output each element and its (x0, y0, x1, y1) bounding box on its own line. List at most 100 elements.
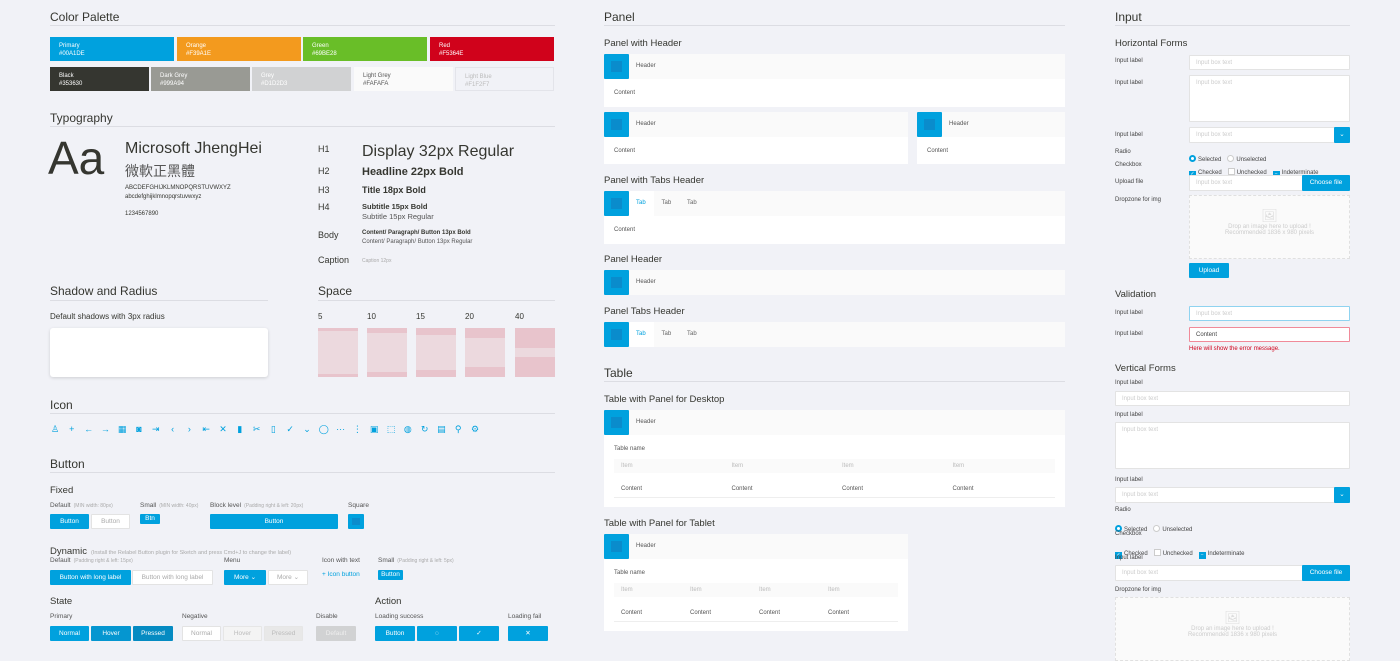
block-label: Block level (210, 502, 242, 509)
checkbox-unchecked[interactable]: Unchecked (1227, 161, 1273, 178)
panel-tab[interactable]: Tab (687, 200, 697, 206)
arrow-right-icon[interactable]: → (100, 424, 110, 434)
column-header[interactable]: Item (759, 587, 771, 593)
panel-header-icon (917, 112, 942, 137)
choose-file-button[interactable]: Choose file (1302, 565, 1350, 581)
loading-button[interactable]: Button (375, 626, 415, 641)
small-button[interactable]: Btn (140, 514, 160, 524)
loading-fail-button[interactable]: ✕ (508, 626, 548, 641)
choose-file-button[interactable]: Choose file (1302, 175, 1350, 191)
dyn-small-button[interactable]: Button (378, 570, 403, 580)
loading-success-label: Loading success (375, 613, 424, 620)
check-icon[interactable]: ✓ (286, 424, 294, 434)
column-header[interactable]: Item (690, 587, 702, 593)
hover-button[interactable]: Hover (91, 626, 131, 641)
layout-icon[interactable]: ▤ (437, 424, 446, 434)
last-page-icon[interactable]: ⇥ (152, 424, 160, 434)
close-icon: ✕ (525, 630, 531, 637)
radio-selected[interactable]: Selected (1115, 518, 1153, 535)
long-label-button-secondary[interactable]: Button with long label (132, 570, 213, 585)
radio-label: Radio (1115, 507, 1131, 513)
camera-icon[interactable]: ◙ (136, 424, 142, 434)
panel-title: Panel (604, 10, 635, 24)
select-dropdown-button[interactable]: ⌄ (1334, 127, 1350, 143)
long-label-button[interactable]: Button with long label (50, 570, 131, 585)
loading-success-button[interactable]: ✓ (459, 626, 499, 641)
chevron-right-icon[interactable]: › (187, 424, 191, 434)
error-input[interactable]: Content (1189, 327, 1350, 342)
primary-button[interactable]: Button (50, 514, 89, 529)
type-sample-body: Content/ Paragraph/ Button 13px Bold (362, 230, 471, 236)
globe-icon[interactable]: ◍ (403, 424, 412, 434)
section-divider (50, 300, 268, 301)
column-header[interactable]: Item (842, 463, 854, 469)
radio-unselected[interactable]: Unselected (1227, 148, 1272, 165)
swatch-hex: #353630 (59, 81, 83, 87)
more-menu-button-secondary[interactable]: More ⌄ (268, 570, 308, 585)
pressed-button[interactable]: Pressed (133, 626, 173, 641)
textarea-input[interactable]: Input box text (1115, 422, 1350, 469)
shadow-sample (50, 328, 268, 377)
spinner-icon[interactable]: ◯ (318, 424, 329, 434)
checkbox-checked[interactable]: ✓ Checked (1115, 551, 1148, 559)
loading-success-label-group: Loading success (375, 613, 423, 620)
image-dropzone[interactable]: 🖼 Drop an image here to upload ! Recommend… (1189, 195, 1350, 259)
text-input[interactable]: Input box text (1189, 55, 1350, 70)
save-icon[interactable]: ▣ (369, 424, 379, 434)
dynamic-heading: Dynamic (50, 546, 87, 557)
more-horizontal-icon[interactable]: ··· (336, 424, 346, 434)
checkbox-unchecked[interactable]: Unchecked (1153, 542, 1199, 559)
more-vertical-icon[interactable]: ⋮ (352, 424, 362, 434)
tools-icon[interactable]: ✂ (252, 424, 261, 434)
calendar-icon[interactable]: ▦ (117, 424, 127, 434)
checkbox-indeterminate[interactable]: − Indeterminate (1198, 542, 1251, 559)
panel-tab[interactable]: Tab (687, 331, 697, 337)
panel-tab[interactable]: Tab (661, 200, 672, 206)
settings-icon[interactable]: ⚙ (470, 424, 480, 434)
refresh-icon[interactable]: ↻ (420, 424, 429, 434)
file-path-input[interactable]: Input box text (1115, 565, 1350, 581)
selection-icon[interactable]: ⬚ (386, 424, 396, 434)
more-menu-button[interactable]: More ⌄ (224, 570, 266, 585)
textarea-input[interactable]: Input box text (1189, 75, 1350, 122)
normal-button[interactable]: Normal (50, 626, 89, 641)
radio-unselected[interactable]: Unselected (1153, 518, 1198, 535)
focused-input[interactable]: Input box text (1189, 306, 1350, 321)
user-icon[interactable]: ♙ (50, 424, 60, 434)
input-label: Input label (1115, 58, 1143, 64)
panel-tabs-header-heading: Panel Tabs Header (604, 306, 685, 317)
icon-button[interactable]: + Icon button (322, 571, 360, 578)
close-icon[interactable]: ✕ (219, 424, 227, 434)
block-button[interactable]: Button (210, 514, 338, 529)
column-header[interactable]: Item (828, 587, 840, 593)
arrow-left-icon[interactable]: ← (84, 424, 94, 434)
loading-spinner-button[interactable]: ◌ (417, 626, 457, 641)
panel-tab[interactable]: Tab (636, 331, 646, 337)
select-input[interactable]: Input box text (1189, 127, 1350, 143)
column-header[interactable]: Item (952, 463, 965, 469)
text-input[interactable]: Input box text (1115, 391, 1350, 406)
secondary-button[interactable]: Button (91, 514, 130, 529)
upload-button[interactable]: Upload (1189, 263, 1229, 278)
column-header[interactable]: Item (621, 463, 633, 469)
chevron-down-icon[interactable]: ⌄ (303, 424, 311, 434)
plus-icon[interactable]: + (69, 424, 75, 434)
negative-hover-button[interactable]: Hover (223, 626, 262, 641)
square-button[interactable] (348, 514, 364, 529)
block-label-group: Block level (Padding right & left: 20px) (210, 502, 303, 509)
negative-normal-button[interactable]: Normal (182, 626, 221, 641)
chevron-left-icon[interactable]: ‹ (171, 424, 175, 434)
first-page-icon[interactable]: ⇤ (202, 424, 210, 434)
panel-tab[interactable]: Tab (661, 331, 672, 337)
search-icon[interactable]: ⚲ (454, 424, 462, 434)
select-input[interactable]: Input box text (1115, 487, 1350, 503)
panel-tab[interactable]: Tab (636, 200, 646, 206)
radio-selected[interactable]: Selected (1189, 148, 1227, 165)
trash-icon[interactable]: ▮ (237, 424, 243, 434)
negative-pressed-button[interactable]: Pressed (264, 626, 303, 641)
column-header[interactable]: Item (731, 463, 744, 469)
column-header[interactable]: Item (621, 587, 633, 593)
image-dropzone[interactable]: 🖼 Drop an image here to upload ! Recommend… (1115, 597, 1350, 661)
remote-icon[interactable]: ▯ (270, 424, 276, 434)
select-dropdown-button[interactable]: ⌄ (1334, 487, 1350, 503)
